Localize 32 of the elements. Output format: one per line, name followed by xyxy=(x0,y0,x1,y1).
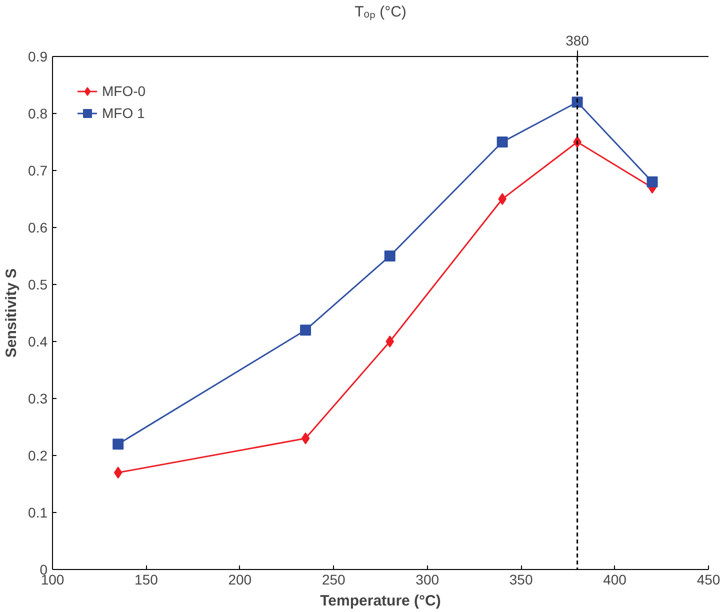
point xyxy=(112,438,124,450)
y-axis-title: Sensitivity S xyxy=(3,268,20,358)
point xyxy=(114,466,122,479)
point xyxy=(300,324,312,336)
ref-line-label: 380 xyxy=(566,32,590,48)
point xyxy=(572,96,583,108)
y-tick-label: 0.5 xyxy=(28,276,48,292)
y-tick-label: 0.3 xyxy=(28,390,48,406)
x-axis-title: Temperature (°C) xyxy=(320,592,441,610)
x-tick-label: 250 xyxy=(322,572,346,588)
text: Tₒₚ (°C) xyxy=(354,4,406,20)
point xyxy=(496,136,508,148)
y-tick-label: 0.2 xyxy=(28,448,48,464)
point xyxy=(646,176,658,188)
y-tick-label: 0.6 xyxy=(28,220,48,236)
x-tick-label: 200 xyxy=(228,572,252,588)
y-tick-label: 0.8 xyxy=(28,106,48,122)
point xyxy=(384,250,396,262)
y-tick-label: 0.7 xyxy=(28,162,48,178)
x-tick-label: 450 xyxy=(696,572,720,588)
x-tick-label: 150 xyxy=(134,572,158,588)
x-tick-label: 400 xyxy=(603,572,627,588)
point xyxy=(498,193,506,205)
point xyxy=(301,432,310,444)
x-tick-label: 300 xyxy=(416,572,440,588)
y-tick-label: 0.4 xyxy=(28,334,48,350)
y-tick-label: 0.9 xyxy=(28,48,48,64)
point xyxy=(386,336,394,348)
legend-label: MFO-0 xyxy=(102,83,146,99)
legend-label: MFO 1 xyxy=(102,105,145,121)
x-tick-label: 350 xyxy=(509,572,533,588)
y-tick-label: 0.1 xyxy=(28,504,48,520)
